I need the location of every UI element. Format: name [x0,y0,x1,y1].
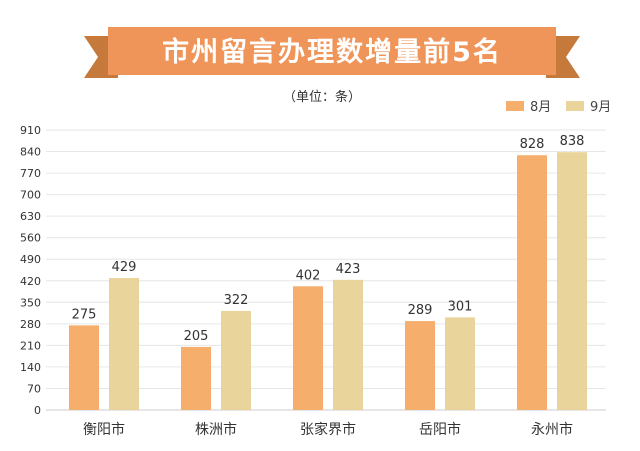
y-tick-label: 490 [20,253,41,266]
bar-value-label: 838 [560,134,585,149]
bar-value-label: 322 [224,293,249,308]
y-tick-label: 560 [20,232,41,245]
y-tick-label: 910 [20,124,41,137]
bar [109,278,139,410]
y-tick-label: 140 [20,361,41,374]
y-tick-label: 70 [27,382,41,395]
bar [445,317,475,410]
bar [69,325,99,410]
bars: 275 429 205 322 402 423 289 301 828 838 [69,134,587,410]
bar-value-label: 828 [520,137,545,152]
bar-value-label: 205 [184,329,209,344]
x-category-label: 衡阳市 [83,421,125,438]
y-tick-label: 210 [20,339,41,352]
x-category-label: 永州市 [531,421,573,438]
y-tick-label: 350 [20,296,41,309]
x-category-label: 张家界市 [300,421,356,438]
bar [333,279,363,410]
banner-background [108,27,556,75]
legend-label: 9月 [590,100,611,115]
bar-value-label: 423 [336,262,361,277]
legend-swatch [566,101,584,111]
x-category-label: 株洲市 [195,421,237,438]
x-axis: 衡阳市 株洲市 张家界市 岳阳市 永州市 [83,421,573,438]
y-tick-label: 770 [20,167,41,180]
y-tick-label: 630 [20,210,41,223]
x-category-label: 岳阳市 [419,421,461,438]
chart-subtitle: （单位：条） [283,89,361,105]
y-tick-label: 0 [34,404,41,417]
bar-value-label: 402 [296,268,321,283]
bar-value-label: 301 [448,299,473,314]
legend: 8月 9月 [506,100,611,115]
bar-value-label: 429 [112,260,137,275]
y-tick-label: 840 [20,146,41,159]
bar-value-label: 275 [72,307,97,322]
legend-swatch [506,101,524,111]
y-axis: 0 70 140 210 280 350 420 490 560 630 700 770 840 910 [20,124,41,417]
chart-title: 市州留言办理数增量前5名 [162,36,502,68]
bar [221,310,251,410]
y-tick-label: 700 [20,189,41,202]
bar [557,152,587,410]
bar [405,321,435,410]
title-banner: 市州留言办理数增量前5名 [84,27,580,78]
bar [293,286,323,410]
grid [46,129,606,411]
legend-label: 8月 [530,100,551,115]
y-tick-label: 280 [20,318,41,331]
y-tick-label: 420 [20,275,41,288]
bar [517,155,547,410]
bar [181,346,211,410]
bar-value-label: 289 [408,303,433,318]
